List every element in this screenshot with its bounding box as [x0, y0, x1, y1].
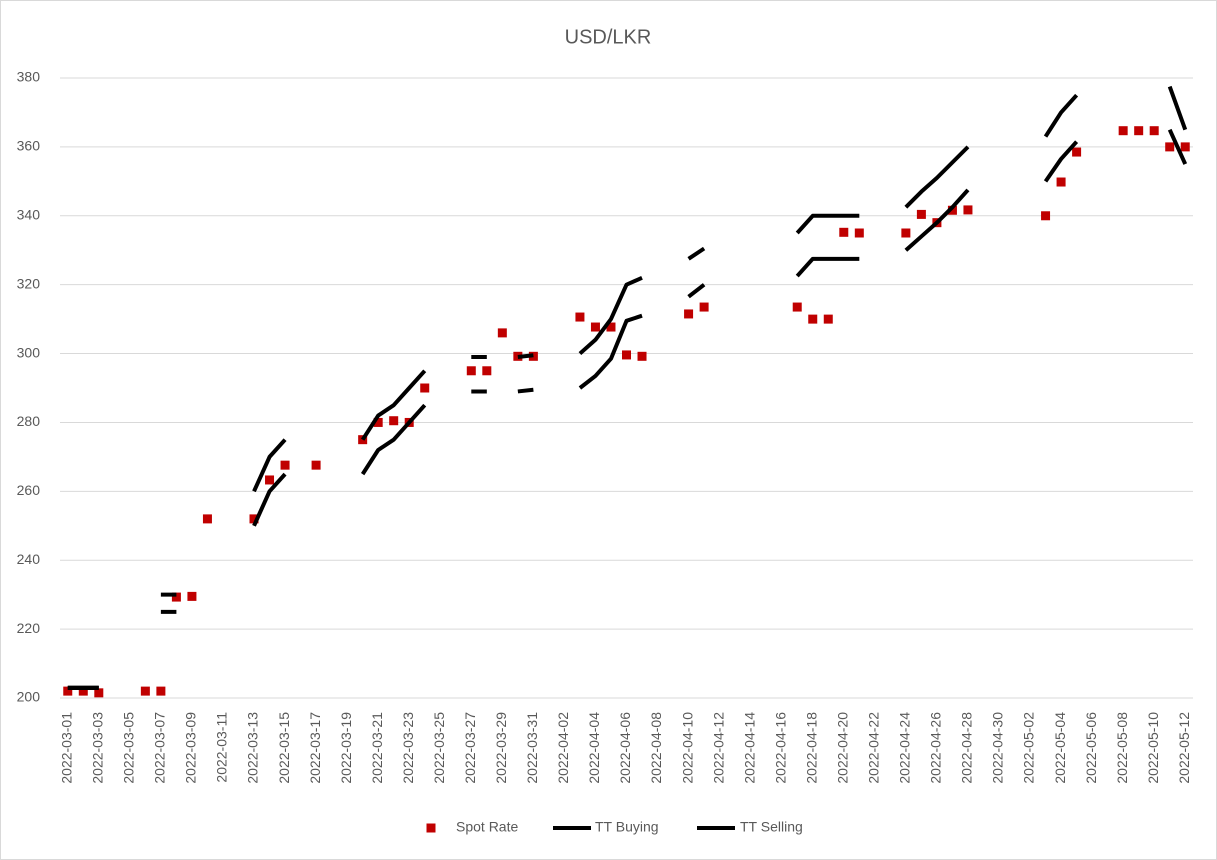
spot-marker: [575, 312, 585, 322]
x-tick-label: 2022-04-08: [648, 712, 664, 784]
legend-label: TT Buying: [595, 819, 659, 835]
spot-marker: [637, 351, 647, 361]
spot-marker: [622, 350, 631, 360]
spot-marker: [916, 209, 926, 219]
spot-marker: [606, 322, 616, 332]
x-tick-label: 2022-03-19: [338, 712, 354, 784]
x-tick-label: 2022-05-06: [1083, 712, 1099, 784]
x-tick-label: 2022-03-27: [462, 712, 478, 784]
x-tick-label: 2022-03-17: [307, 712, 323, 784]
spot-marker: [1165, 142, 1175, 152]
x-tick-label: 2022-04-06: [617, 712, 633, 784]
y-tick-label: 260: [17, 482, 41, 498]
x-tick-label: 2022-03-09: [183, 712, 199, 784]
spot-marker: [63, 686, 73, 696]
spot-marker: [1072, 147, 1082, 157]
legend-label: Spot Rate: [456, 819, 518, 835]
x-tick-label: 2022-03-13: [245, 712, 261, 784]
spot-marker: [202, 514, 212, 524]
spot-marker: [373, 417, 383, 427]
x-tick-label: 2022-04-24: [897, 712, 913, 784]
x-tick-label: 2022-03-23: [400, 712, 416, 784]
spot-marker: [1149, 126, 1159, 136]
spot-marker: [1056, 177, 1066, 187]
spot-marker: [1134, 126, 1144, 136]
spot-marker: [265, 475, 275, 485]
x-tick-label: 2022-03-15: [276, 712, 292, 784]
x-tick-label: 2022-04-26: [928, 712, 944, 784]
x-tick-label: 2022-04-22: [866, 712, 882, 784]
x-tick-label: 2022-05-02: [1021, 712, 1037, 784]
y-tick-label: 200: [17, 689, 41, 705]
spot-marker: [808, 314, 818, 324]
spot-marker: [1041, 211, 1051, 221]
spot-marker: [839, 227, 849, 237]
x-tick-label: 2022-03-11: [214, 712, 230, 783]
x-tick-label: 2022-03-05: [121, 712, 137, 784]
x-tick-label: 2022-03-03: [90, 712, 106, 784]
x-tick-label: 2022-04-12: [710, 712, 726, 784]
legend-marker: [426, 823, 436, 833]
x-tick-label: 2022-03-07: [152, 712, 168, 784]
y-tick-label: 380: [17, 69, 41, 85]
spot-marker: [590, 322, 600, 332]
y-tick-label: 360: [17, 138, 41, 154]
x-tick-label: 2022-03-31: [524, 712, 540, 784]
x-tick-label: 2022-04-20: [834, 712, 850, 784]
x-tick-label: 2022-04-02: [555, 712, 571, 784]
spot-marker: [280, 460, 290, 470]
spot-marker: [249, 514, 259, 524]
x-tick-label: 2022-03-25: [431, 712, 447, 784]
spot-marker: [1118, 126, 1128, 136]
y-tick-label: 280: [17, 413, 41, 429]
spot-marker: [187, 591, 197, 601]
spot-marker: [466, 366, 476, 376]
x-tick-label: 2022-05-10: [1145, 712, 1161, 784]
spot-marker: [792, 302, 802, 312]
x-tick-label: 2022-03-01: [58, 712, 74, 784]
x-tick-label: 2022-04-04: [586, 712, 602, 784]
spot-marker: [482, 366, 492, 376]
x-tick-label: 2022-05-12: [1176, 712, 1192, 784]
x-tick-label: 2022-04-18: [803, 712, 819, 784]
chart-title: USD/LKR: [565, 26, 652, 48]
spot-marker: [389, 416, 399, 426]
spot-marker: [699, 302, 709, 312]
legend: Spot Rate TT Buying TT Selling: [456, 819, 803, 835]
spot-marker: [823, 314, 833, 324]
spot-marker: [420, 383, 430, 393]
spot-marker: [497, 328, 507, 338]
spot-marker: [78, 686, 88, 696]
spot-marker: [140, 686, 150, 696]
spot-marker: [1180, 142, 1190, 152]
rate-line: [67, 85, 1188, 690]
spot-marker: [156, 686, 166, 696]
y-tick-label: 240: [17, 551, 41, 567]
spot-marker: [947, 205, 957, 215]
x-tick-label: 2022-04-30: [990, 712, 1006, 784]
x-tick-label: 2022-04-10: [679, 712, 695, 784]
spot-marker: [963, 205, 973, 215]
spot-marker: [311, 460, 321, 470]
x-tick-label: 2022-04-16: [772, 712, 788, 784]
y-tick-label: 300: [17, 344, 41, 360]
x-tick-label: 2022-03-21: [369, 712, 385, 784]
x-tick-label: 2022-05-04: [1052, 712, 1068, 784]
y-tick-label: 220: [17, 620, 41, 636]
legend-label: TT Selling: [740, 819, 803, 835]
spot-marker: [854, 228, 864, 238]
x-tick-label: 2022-04-14: [741, 712, 757, 784]
x-tick-label: 2022-05-08: [1114, 712, 1130, 784]
y-tick-label: 320: [17, 275, 41, 291]
spot-marker: [94, 688, 104, 698]
spot-marker: [684, 309, 694, 319]
x-tick-label: 2022-04-28: [959, 712, 975, 784]
y-tick-label: 340: [17, 206, 41, 222]
x-tick-label: 2022-03-29: [493, 712, 509, 784]
spot-marker: [901, 228, 911, 238]
spot-marker: [171, 592, 181, 602]
